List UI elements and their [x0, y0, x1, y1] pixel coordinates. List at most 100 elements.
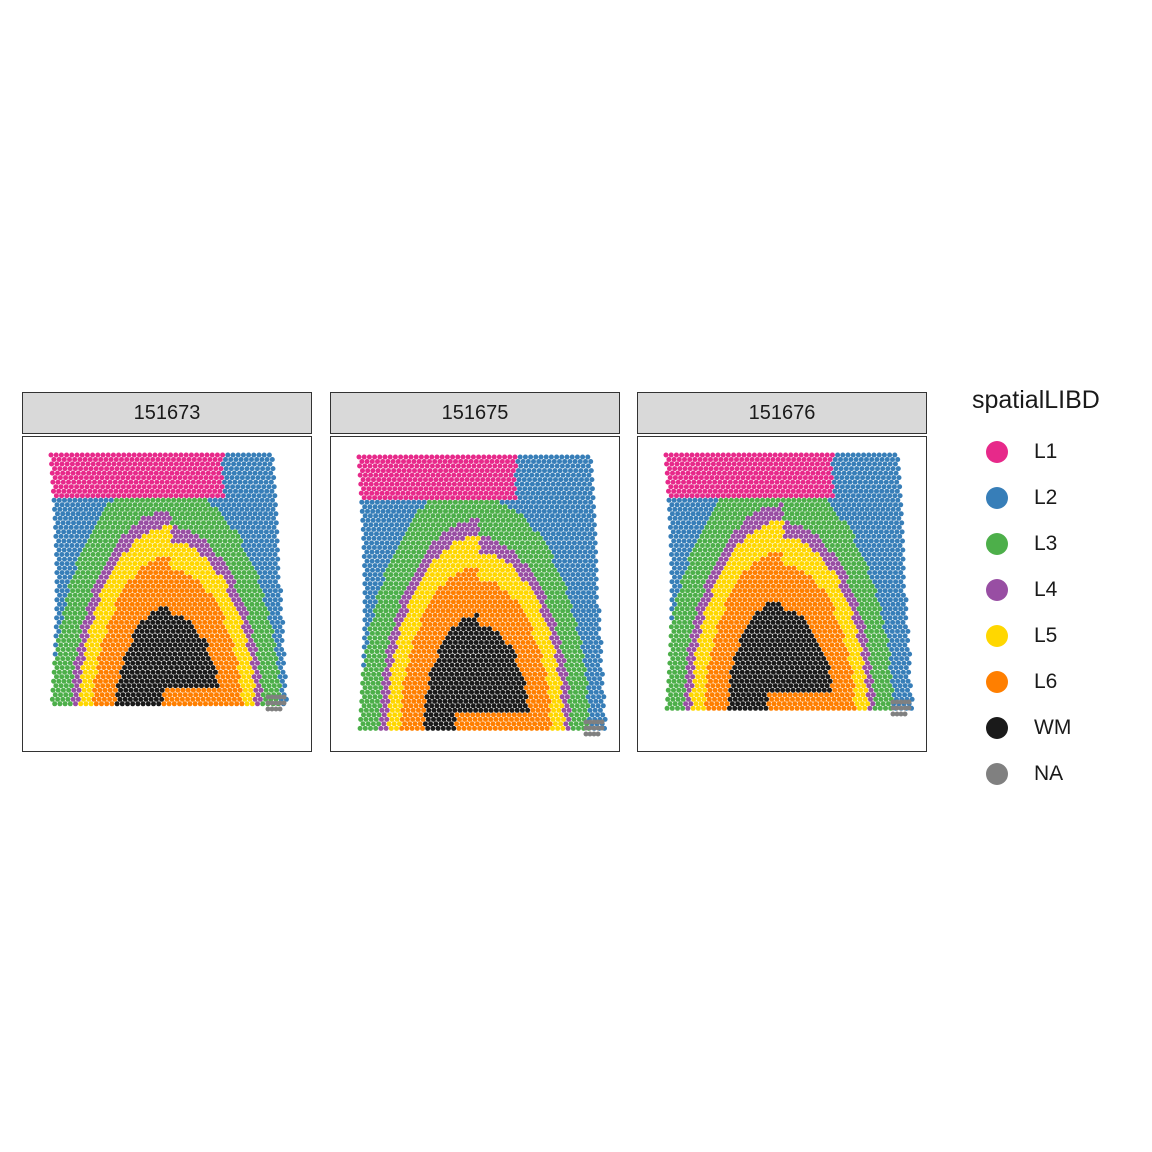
spot-l3 [375, 612, 381, 618]
spot-l1 [419, 463, 425, 469]
spot-l6 [197, 610, 203, 616]
spot-l2 [253, 529, 259, 535]
spot-l3 [541, 585, 547, 591]
spot-l2 [599, 671, 605, 677]
spot-l1 [476, 454, 482, 460]
spot-l5 [404, 617, 409, 623]
spot-l2 [362, 581, 368, 587]
spot-l3 [412, 526, 418, 532]
spot-l2 [85, 502, 91, 508]
spot-l2 [572, 549, 578, 555]
spot-l3 [469, 508, 474, 514]
spot-l1 [128, 479, 134, 485]
spot-l4 [556, 640, 562, 645]
spot-l1 [465, 495, 471, 501]
spot-wm [201, 647, 207, 652]
spot-l3 [484, 508, 490, 514]
spot-l2 [62, 497, 67, 503]
spot-wm [125, 660, 130, 666]
spot-l1 [116, 493, 122, 499]
spot-l1 [115, 484, 121, 490]
spot-l5 [85, 674, 91, 680]
spot-l6 [213, 601, 218, 607]
spot-l5 [556, 698, 562, 704]
spot-l5 [411, 594, 417, 600]
spot-l3 [266, 683, 272, 689]
spot-l5 [245, 651, 251, 657]
spot-wm [160, 610, 166, 616]
spot-l2 [375, 585, 381, 591]
spot-l5 [192, 565, 198, 571]
spot-l4 [123, 538, 129, 544]
spot-wm [497, 685, 503, 691]
spot-l6 [150, 601, 156, 607]
spot-l5 [157, 543, 163, 548]
spot-l1 [358, 481, 364, 487]
spot-l5 [80, 665, 86, 671]
spot-l3 [239, 592, 245, 598]
spot-wm [523, 694, 529, 700]
spot-l6 [155, 574, 161, 580]
spot-l3 [374, 640, 380, 645]
spot-l5 [411, 603, 417, 609]
spot-l3 [100, 543, 106, 548]
spot-l1 [106, 461, 112, 467]
spot-l3 [370, 680, 376, 686]
spot-l6 [403, 694, 409, 700]
spot-l2 [64, 579, 70, 585]
spot-l4 [454, 526, 460, 532]
spot-l2 [260, 475, 266, 481]
spot-l5 [531, 621, 537, 627]
spot-l2 [580, 572, 586, 578]
spot-l6 [419, 694, 425, 700]
spot-l4 [81, 638, 87, 643]
spot-l2 [362, 504, 368, 510]
spot-l6 [121, 633, 127, 639]
spot-l2 [267, 461, 273, 467]
spot-wm [454, 662, 460, 668]
spot-l3 [362, 694, 368, 700]
spot-l2 [525, 459, 531, 464]
spot-l4 [210, 561, 216, 567]
spot-l2 [583, 603, 589, 609]
spot-l4 [481, 545, 487, 550]
spot-l2 [520, 499, 526, 505]
spot-l3 [383, 626, 388, 632]
spot-l3 [222, 529, 228, 535]
spot-wm [197, 669, 203, 675]
spot-l5 [176, 547, 182, 553]
spot-l6 [218, 610, 223, 616]
spot-l2 [370, 594, 376, 600]
spot-l2 [379, 531, 385, 537]
spot-l5 [116, 561, 122, 567]
spot-wm [471, 685, 477, 691]
spot-l6 [417, 689, 422, 695]
spot-l2 [267, 552, 273, 557]
spot-l5 [124, 565, 130, 571]
spot-l2 [51, 497, 57, 503]
spot-l5 [460, 545, 466, 550]
spot-l6 [185, 687, 191, 693]
spot-l2 [402, 526, 408, 532]
spot-l3 [197, 497, 203, 503]
spot-l6 [113, 678, 119, 684]
spot-l3 [59, 624, 64, 630]
spot-l3 [538, 563, 544, 569]
spot-l1 [377, 463, 383, 469]
spot-l3 [565, 599, 571, 605]
spot-l2 [567, 459, 573, 464]
spot-l1 [438, 477, 444, 483]
spot-l3 [425, 513, 431, 519]
spot-l2 [256, 493, 262, 499]
spot-l6 [106, 674, 111, 680]
spot-l5 [417, 603, 423, 609]
spot-l3 [135, 506, 141, 512]
spot-l2 [588, 594, 594, 600]
spot-l6 [504, 640, 510, 645]
spot-l3 [228, 565, 234, 571]
spot-l5 [409, 608, 415, 614]
spot-l5 [116, 588, 122, 594]
spot-wm [122, 696, 128, 702]
spot-l5 [78, 701, 84, 707]
spot-l3 [458, 499, 464, 505]
